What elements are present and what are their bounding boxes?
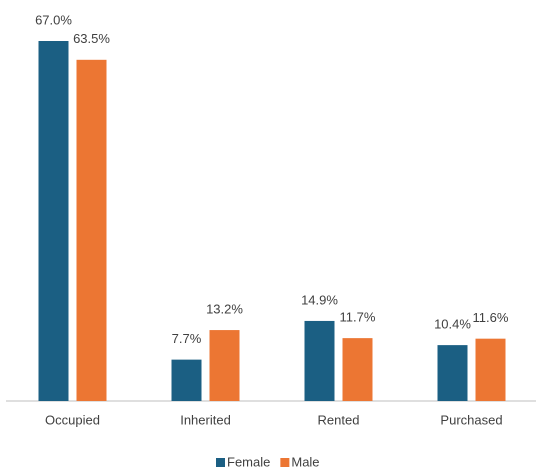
bar — [304, 320, 335, 401]
bar — [342, 338, 373, 401]
data-label: 13.2% — [206, 302, 243, 317]
bar — [437, 345, 468, 401]
legend-swatch — [216, 458, 225, 467]
data-label: 11.7% — [340, 310, 376, 325]
data-label: 14.9% — [301, 292, 338, 307]
data-label: 7.7% — [172, 331, 202, 346]
legend-label: Female — [227, 454, 270, 469]
bar — [171, 359, 202, 401]
bar — [38, 41, 69, 401]
data-label: 63.5% — [73, 31, 110, 46]
data-label: 10.4% — [434, 317, 471, 332]
bar — [475, 338, 506, 401]
legend-label: Male — [291, 454, 319, 469]
data-label: 67.0% — [35, 12, 72, 27]
data-label: 11.6% — [473, 310, 509, 325]
x-tick-label: Rented — [318, 412, 360, 427]
x-tick-label: Inherited — [180, 412, 231, 427]
x-tick-label: Purchased — [440, 412, 502, 427]
bar — [209, 330, 240, 401]
legend-swatch — [280, 458, 290, 467]
x-tick-label: Occupied — [45, 412, 100, 427]
bar — [76, 59, 107, 401]
